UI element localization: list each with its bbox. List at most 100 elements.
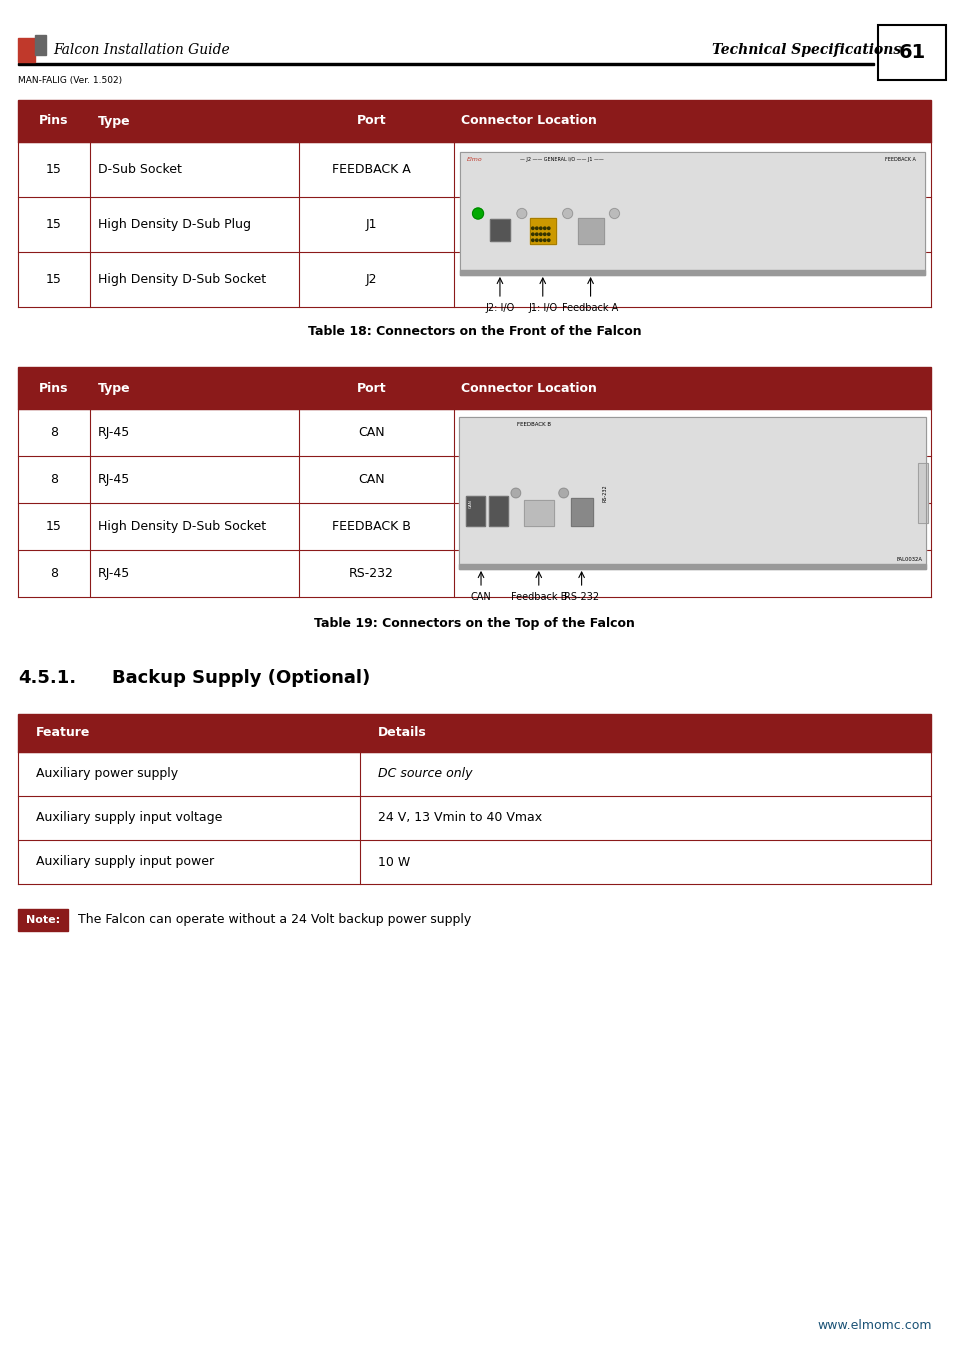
Bar [18, 100, 930, 142]
Bar [490, 219, 509, 240]
Circle shape [531, 227, 534, 230]
Circle shape [558, 489, 568, 498]
Bar [918, 463, 927, 524]
Bar [459, 270, 924, 275]
Circle shape [531, 234, 534, 235]
Text: Elmo: Elmo [467, 157, 482, 162]
Text: 4.5.1.: 4.5.1. [18, 670, 76, 687]
Text: High Density D-Sub Socket: High Density D-Sub Socket [97, 273, 266, 286]
Bar [489, 497, 507, 526]
Circle shape [511, 489, 520, 498]
Text: Table 19: Connectors on the Top of the Falcon: Table 19: Connectors on the Top of the F… [314, 617, 635, 630]
Text: 15: 15 [46, 520, 62, 533]
Text: Backup Supply (Optional): Backup Supply (Optional) [112, 670, 370, 687]
Text: FEEDBACK B: FEEDBACK B [332, 520, 411, 533]
Text: DC source only: DC source only [378, 768, 473, 780]
Circle shape [543, 239, 545, 242]
Text: Port: Port [356, 115, 386, 127]
Text: RJ-45: RJ-45 [97, 427, 130, 439]
Circle shape [531, 239, 534, 242]
Text: Type: Type [97, 115, 131, 127]
Text: CAN: CAN [357, 472, 384, 486]
Bar [458, 417, 925, 568]
Bar [490, 219, 509, 240]
Circle shape [472, 208, 483, 219]
Bar [523, 501, 553, 526]
Text: 8: 8 [50, 472, 58, 486]
Text: Type: Type [97, 382, 131, 394]
Circle shape [517, 208, 526, 219]
Text: Auxiliary supply input voltage: Auxiliary supply input voltage [36, 811, 222, 825]
Bar [466, 497, 484, 526]
Text: Connector Location: Connector Location [460, 115, 597, 127]
Text: Port: Port [356, 382, 386, 394]
Text: RS-232: RS-232 [601, 485, 606, 502]
Circle shape [535, 227, 537, 230]
Text: Pins: Pins [39, 115, 69, 127]
Bar [459, 153, 924, 275]
Text: FAL0032A: FAL0032A [895, 558, 922, 562]
Bar [18, 63, 874, 65]
Text: FEEDBACK A: FEEDBACK A [884, 157, 915, 162]
Bar [489, 497, 507, 526]
Text: RS-232: RS-232 [349, 567, 394, 580]
Bar [18, 909, 68, 931]
Text: J2: J2 [365, 273, 376, 286]
Text: Connector Location: Connector Location [460, 382, 597, 394]
Text: CAN: CAN [357, 427, 384, 439]
Text: RJ-45: RJ-45 [97, 567, 130, 580]
Text: CAN: CAN [469, 500, 473, 508]
Text: CAN: CAN [470, 593, 491, 602]
Bar [35, 35, 46, 55]
Text: High Density D-Sub Socket: High Density D-Sub Socket [97, 520, 266, 533]
Bar [523, 501, 553, 526]
Text: FEEDBACK B: FEEDBACK B [517, 423, 550, 427]
Text: Feedback A: Feedback A [562, 302, 618, 313]
Circle shape [547, 239, 549, 242]
Text: 61: 61 [898, 43, 925, 62]
Circle shape [535, 234, 537, 235]
Circle shape [547, 234, 549, 235]
Text: Auxiliary supply input power: Auxiliary supply input power [36, 856, 213, 868]
Text: FEEDBACK A: FEEDBACK A [332, 163, 411, 176]
Text: 10 W: 10 W [378, 856, 410, 868]
Bar [577, 219, 603, 244]
Bar [18, 714, 930, 752]
Bar [529, 219, 556, 244]
Text: RS-232: RS-232 [563, 593, 598, 602]
Bar [570, 498, 592, 526]
Text: www.elmomc.com: www.elmomc.com [817, 1319, 931, 1332]
Bar [918, 463, 927, 524]
Text: 8: 8 [50, 427, 58, 439]
Text: Note:: Note: [26, 915, 60, 925]
Circle shape [539, 234, 541, 235]
Bar [18, 38, 35, 62]
Text: 8: 8 [50, 567, 58, 580]
Text: Auxiliary power supply: Auxiliary power supply [36, 768, 178, 780]
Circle shape [547, 227, 549, 230]
Bar [18, 367, 930, 409]
Text: Table 18: Connectors on the Front of the Falcon: Table 18: Connectors on the Front of the… [308, 325, 640, 338]
Bar [458, 417, 925, 568]
Text: MAN-FALIG (Ver. 1.502): MAN-FALIG (Ver. 1.502) [18, 76, 122, 85]
Bar [570, 498, 592, 526]
Text: Details: Details [378, 726, 427, 740]
Text: 15: 15 [46, 273, 62, 286]
Circle shape [543, 227, 545, 230]
Circle shape [543, 234, 545, 235]
Bar [529, 219, 556, 244]
Text: High Density D-Sub Plug: High Density D-Sub Plug [97, 217, 251, 231]
Bar [577, 219, 603, 244]
Text: RJ-45: RJ-45 [97, 472, 130, 486]
Text: J1: J1 [365, 217, 376, 231]
Text: 15: 15 [46, 217, 62, 231]
Text: D-Sub Socket: D-Sub Socket [97, 163, 181, 176]
Text: — J2 —— GENERAL I/O —— J1 ——: — J2 —— GENERAL I/O —— J1 —— [519, 157, 603, 162]
Text: Feature: Feature [36, 726, 91, 740]
Text: Technical Specifications: Technical Specifications [711, 43, 901, 57]
Circle shape [535, 239, 537, 242]
Text: 15: 15 [46, 163, 62, 176]
Bar [459, 153, 924, 275]
Bar [878, 26, 945, 80]
Text: J1: I/O: J1: I/O [528, 302, 557, 313]
